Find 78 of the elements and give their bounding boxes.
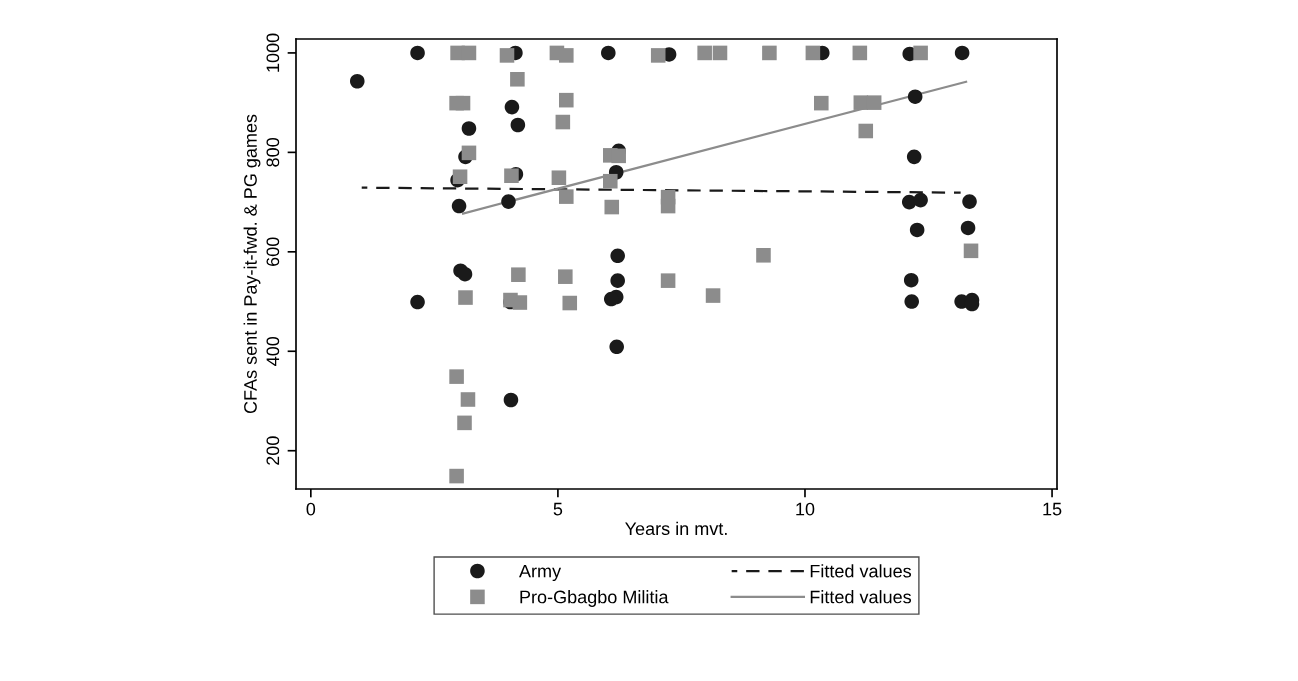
point (558, 269, 573, 284)
point (410, 45, 425, 61)
point (814, 95, 829, 111)
point (512, 295, 528, 310)
point (460, 392, 476, 407)
point (954, 45, 970, 61)
point (913, 45, 928, 61)
point (601, 45, 616, 61)
x-tick-label: 15 (1043, 502, 1062, 516)
point (610, 248, 625, 264)
point (504, 168, 519, 184)
point (559, 48, 574, 63)
y-axis-title: CFAs sent in Pay-it-fwd. & PG games (243, 114, 261, 414)
point (705, 288, 721, 303)
point (858, 123, 874, 139)
y-tick-label: 600 (266, 237, 280, 266)
point (712, 45, 728, 61)
point (913, 192, 928, 208)
point (510, 117, 526, 133)
point (603, 291, 619, 307)
point (511, 267, 526, 282)
point (501, 194, 516, 209)
point (449, 468, 464, 484)
point (909, 222, 925, 238)
legend-label: Fitted values (810, 590, 912, 604)
x-axis-title: Years in mvt. (625, 521, 727, 536)
point (349, 73, 365, 89)
point (604, 199, 620, 215)
point (562, 295, 578, 311)
point (963, 243, 979, 259)
point (697, 45, 712, 61)
point (559, 92, 574, 108)
point (555, 114, 571, 130)
y-tick-label: 400 (266, 336, 280, 366)
point (559, 189, 574, 204)
point (962, 194, 977, 209)
point (650, 48, 666, 63)
point (805, 45, 821, 61)
point (853, 95, 869, 110)
point (852, 45, 868, 61)
point (660, 198, 676, 214)
point (461, 145, 477, 161)
point (504, 99, 520, 115)
point (455, 95, 471, 111)
point (410, 294, 425, 310)
point (756, 248, 771, 263)
y-tick-label: 1000 (266, 33, 280, 72)
point (457, 415, 472, 431)
point (551, 170, 567, 186)
point (499, 48, 515, 63)
point (960, 220, 976, 236)
legend-label: Army (519, 564, 562, 582)
x-tick-label: 0 (306, 502, 316, 516)
point (611, 148, 626, 164)
point (603, 173, 618, 189)
y-tick-label: 200 (266, 436, 280, 465)
legend-label: Fitted values (810, 564, 912, 578)
x-tick-label: 5 (553, 502, 563, 516)
legend-label: Pro-Gbagbo Militia (520, 590, 669, 607)
point (458, 290, 473, 305)
x-tick-label: 10 (796, 502, 815, 516)
point (906, 149, 922, 165)
point (660, 273, 676, 288)
point (510, 71, 525, 87)
point (866, 95, 882, 110)
point (449, 369, 464, 384)
point (610, 273, 625, 288)
point (762, 45, 777, 61)
point (457, 266, 473, 282)
point (451, 198, 467, 214)
y-tick-label: 800 (266, 138, 280, 167)
point (609, 339, 624, 355)
point (903, 272, 919, 288)
point (503, 392, 519, 408)
point (907, 89, 923, 104)
point (461, 121, 477, 136)
point (904, 294, 919, 309)
point (461, 45, 477, 61)
